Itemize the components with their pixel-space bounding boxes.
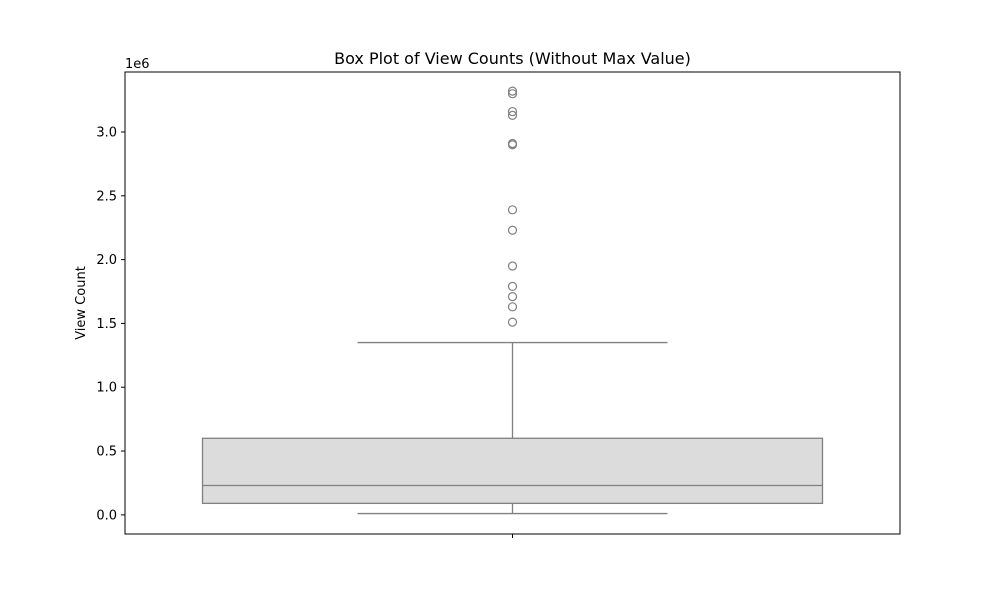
y-tick-label: 1.5: [96, 317, 117, 332]
y-axis-label: View Count: [74, 266, 89, 340]
outlier-point: [507, 86, 518, 96]
y-tick-label: 2.5: [96, 189, 117, 204]
outlier-point: [507, 292, 518, 302]
y-tick-label: 0.0: [96, 508, 117, 523]
outlier-point: [507, 138, 518, 149]
plot-area: [201, 86, 824, 515]
outlier-point: [507, 261, 518, 271]
outlier-point: [507, 281, 518, 292]
outlier-point: [507, 110, 518, 120]
outlier-point: [507, 225, 518, 235]
outlier-point: [507, 106, 518, 117]
y-tick-label: 2.0: [96, 253, 117, 268]
outlier-point: [507, 302, 518, 312]
y-axis-offset-label: 1e6: [125, 57, 150, 72]
y-tick-label: 0.5: [96, 445, 117, 460]
y-tick-label: 3.0: [96, 125, 117, 140]
interquartile-box: [201, 437, 824, 505]
outlier-point: [507, 317, 518, 327]
outlier-point: [507, 205, 518, 215]
y-tick-label: 1.0: [96, 381, 117, 396]
y-axis: 0.0 0.5 1.0 1.5 2.0 2.5 3.0: [96, 125, 125, 523]
outlier-point: [507, 89, 518, 99]
chart-title: Box Plot of View Counts (Without Max Val…: [334, 49, 691, 68]
axes-frame: [124, 71, 901, 535]
